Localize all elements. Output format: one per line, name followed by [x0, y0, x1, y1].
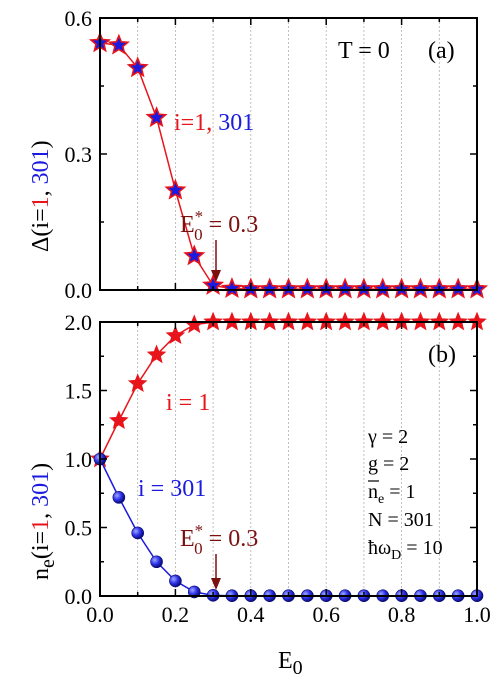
axis-ticks-b: 0.0 0.5 1.0 1.5 2.0 0.0 0.2 0.4 0.6 0.8 1.0: [65, 310, 491, 627]
x-tick-label: 0.4: [237, 602, 265, 627]
temperature-label: T = 0: [338, 38, 390, 64]
axis-ticks-a: 0.0 0.3 0.6: [65, 6, 478, 303]
x-axis-label: E0: [278, 648, 303, 679]
critical-field-label-b: E* 0 = 0.3: [180, 521, 258, 558]
sphere-marker: [150, 555, 163, 569]
series-label-a: i=1, 301: [174, 110, 254, 136]
star-marker: [165, 325, 186, 345]
x-tick-label: 1.0: [463, 602, 491, 627]
grid-lines-a: [137, 18, 440, 290]
y-tick-label: 0.6: [65, 6, 93, 31]
y-tick-label: 1.5: [65, 379, 93, 404]
star-marker: [447, 277, 470, 299]
x-tick-label: 0.2: [162, 602, 190, 627]
series-label-i301: i = 301: [138, 476, 206, 502]
y-tick-label: 1.0: [65, 447, 93, 472]
x-tick-label: 0.6: [312, 602, 340, 627]
sphere-marker: [112, 491, 126, 504]
star-marker: [146, 344, 167, 364]
data-series-a: [88, 31, 489, 299]
param-ne: ne = 1: [368, 481, 416, 507]
star-marker: [107, 33, 130, 55]
star-marker: [258, 277, 281, 299]
critical-field-arrow-a: [211, 240, 221, 282]
critical-field-arrow-b: [211, 554, 221, 590]
series-label-i1: i = 1: [166, 390, 210, 416]
star-marker: [127, 373, 148, 393]
y-axis-label-a: Δ(i=1, 301): [28, 140, 54, 252]
star-marker: [164, 178, 187, 200]
sphere-marker: [131, 526, 144, 540]
y-tick-label: 0.5: [65, 516, 93, 541]
star-marker: [109, 410, 129, 429]
grid-lines-b: [137, 322, 440, 596]
param-hbar-omega: ħωD = 10: [368, 537, 443, 563]
panel-a: 0.0 0.3 0.6 T = 0 (a) i=1, 301 E* 0 = 0.3 Δ…: [28, 6, 489, 303]
panel-b: 0.0 0.5 1.0 1.5 2.0 0.0 0.2 0.4 0.6 0.8 1.0 (b) i …: [28, 310, 491, 679]
critical-field-label-a: E* 0 = 0.3: [180, 207, 258, 244]
parameter-list: γ = 2 g = 2 ne = 1 N = 301 ħωD = 10: [367, 426, 443, 563]
star-marker: [184, 314, 205, 334]
star-marker: [183, 244, 206, 266]
y-tick-label: 0.0: [65, 584, 93, 609]
y-tick-label: 2.0: [65, 310, 93, 335]
star-marker: [220, 277, 244, 299]
star-marker: [296, 277, 319, 299]
star-marker: [333, 277, 357, 299]
sphere-marker: [187, 585, 201, 599]
x-tick-label: 0.8: [388, 602, 416, 627]
panel-label-b: (b): [428, 342, 456, 368]
param-gamma: γ = 2: [367, 426, 408, 448]
x-tick-label: 0.0: [86, 602, 114, 627]
sphere-marker: [169, 574, 182, 588]
y-tick-label: 0.3: [65, 142, 93, 167]
panel-label-a: (a): [428, 38, 455, 64]
star-marker: [409, 277, 432, 299]
param-N: N = 301: [368, 509, 434, 531]
star-marker: [145, 106, 168, 128]
y-axis-label-b: ne(i=1, 301): [28, 463, 59, 580]
star-marker: [371, 277, 394, 299]
y-tick-label: 0.0: [65, 278, 93, 303]
star-marker: [126, 56, 149, 78]
param-g: g = 2: [368, 453, 409, 475]
